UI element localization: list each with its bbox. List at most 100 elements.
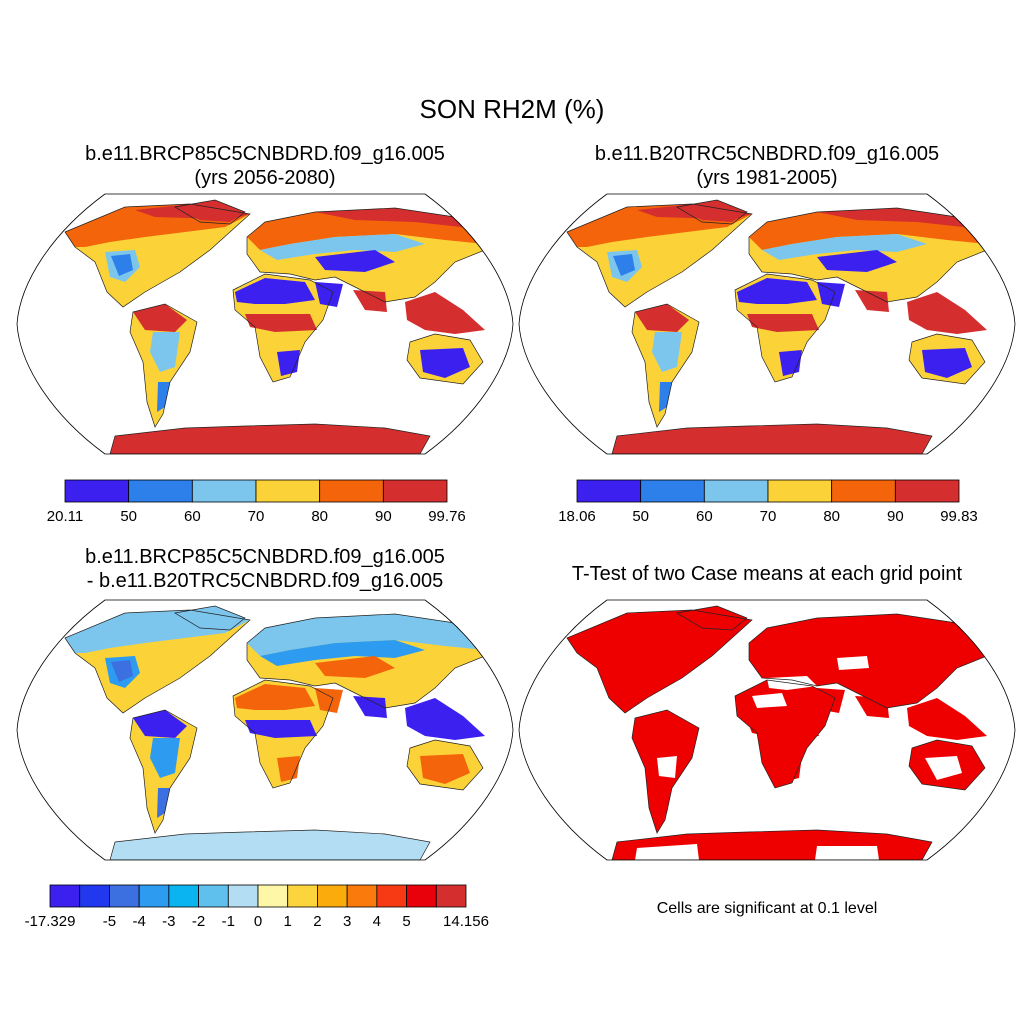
land-region-arctic — [315, 614, 500, 636]
non-significant-area — [752, 693, 787, 708]
colorbar-tick-label: 50 — [120, 508, 137, 525]
colorbar-swatch — [255, 479, 321, 503]
colorbar-tick-label: -2 — [192, 913, 205, 930]
coastline — [406, 333, 484, 385]
coastline — [129, 709, 198, 834]
land-region-tropics — [405, 292, 485, 334]
colorbar-swatch — [406, 884, 437, 908]
coastlines — [64, 199, 501, 454]
colorbar-tick-label: -3 — [162, 913, 175, 930]
colorbar-swatch — [191, 479, 257, 503]
land-region-arctic — [175, 606, 245, 628]
land-region-sahara — [235, 278, 315, 304]
panel-4-title: T-Test of two Case means at each grid po… — [522, 562, 1012, 586]
land-region-tropics — [245, 314, 317, 332]
colorbar-tick-label: 50 — [632, 508, 649, 525]
land-layer — [65, 606, 500, 860]
panel-1-map — [16, 193, 514, 455]
land-region-arctic — [315, 208, 500, 230]
land-region-blue — [111, 254, 133, 276]
land-region-light — [150, 332, 180, 372]
panel-2-title: b.e11.B20TRC5CNBDRD.f09_g16.005 (yrs 198… — [522, 142, 1012, 190]
coastline — [631, 303, 700, 428]
coastline — [174, 605, 246, 631]
colorbar-swatch — [346, 884, 378, 908]
coastline — [676, 605, 748, 631]
coastline — [734, 679, 836, 789]
coastline — [908, 333, 986, 385]
coastline — [64, 203, 251, 308]
colorbar-tick-label: 99.76 — [428, 508, 466, 525]
panel-2-title-line1: b.e11.B20TRC5CNBDRD.f09_g16.005 — [594, 143, 940, 165]
land-region-antarctica — [110, 830, 430, 860]
land-region-arctic — [817, 614, 1002, 636]
map-border — [16, 599, 514, 861]
coastline — [566, 609, 753, 714]
land-region-tropics — [245, 720, 317, 738]
land-region-tropics — [353, 696, 387, 718]
non-significant-area — [657, 756, 677, 778]
coastline — [748, 613, 1003, 709]
land-region-sahara — [420, 348, 470, 378]
land-region-sahara — [277, 350, 300, 376]
non-significant-area — [837, 656, 869, 670]
non-significant-area — [815, 846, 879, 860]
coastline — [109, 829, 431, 860]
land-region-blue — [111, 660, 133, 682]
land-region-tropics — [855, 290, 889, 312]
panel-4-map — [518, 599, 1016, 861]
land-region-light — [260, 640, 425, 666]
land-region-blue — [613, 254, 635, 276]
colorbar-swatch — [319, 479, 384, 503]
land-region-arctic — [677, 606, 747, 628]
land-region-arctic — [175, 200, 245, 222]
colorbar-tick-label: 2 — [313, 913, 321, 930]
land-region-blue — [659, 382, 672, 412]
colorbar-tick-label: 70 — [248, 508, 265, 525]
land-region-blue — [157, 788, 170, 818]
colorbar-tick-label: -17.329 — [25, 913, 76, 930]
colorbar-swatch — [138, 884, 170, 908]
land-region-tropics — [635, 304, 689, 332]
coastline — [109, 423, 431, 454]
land-region-tropics — [405, 698, 485, 740]
colorbar-swatch — [435, 884, 467, 908]
land-region-tropics — [747, 720, 819, 738]
non-significant-area — [925, 756, 962, 780]
panel-1-title-line2: (yrs 2056-2080) — [194, 167, 336, 189]
land-region-arctic — [817, 208, 1002, 230]
colorbar-tick-label: -4 — [132, 913, 145, 930]
colorbar-tick-label: 18.06 — [558, 508, 596, 525]
land-region-sahara — [817, 282, 845, 307]
colorbar-tick-label: 20.11 — [47, 508, 83, 525]
land-region-tropics — [133, 304, 187, 332]
land-region-sahara — [817, 688, 845, 713]
colorbar-swatch — [79, 884, 110, 908]
colorbar-swatch — [109, 884, 140, 908]
colorbar-tick-label: 80 — [823, 508, 840, 525]
coastline — [734, 273, 836, 383]
colorbar-swatch — [382, 479, 448, 503]
coastline — [129, 303, 198, 428]
panel-3-title: b.e11.BRCP85C5CNBDRD.f09_g16.005 - b.e11… — [20, 545, 510, 593]
colorbar-tick-label: -1 — [222, 913, 235, 930]
coastline — [611, 829, 933, 860]
colorbar-swatch — [894, 479, 960, 503]
colorbar-tick-label: 60 — [696, 508, 713, 525]
panel-1-colorbar: 20.11 50 60 70 80 90 99.76 — [47, 479, 466, 525]
colorbar-swatch — [640, 479, 705, 503]
panel-3-colorbar: -17.329 -5 -4 -3 -2 -1 0 1 2 3 4 5 14.156 — [25, 884, 489, 930]
land-region-tropics — [133, 710, 187, 738]
land-region-sahara — [235, 684, 315, 710]
map-border — [518, 193, 1016, 455]
colorbar-tick-label: 5 — [402, 913, 410, 930]
map-border — [16, 193, 514, 455]
coastline — [174, 199, 246, 225]
land-region-sahara — [817, 250, 897, 272]
land-region-arctic — [677, 200, 747, 222]
colorbar-swatch — [198, 884, 229, 908]
land-region-tropics — [907, 292, 987, 334]
colorbar-tick-label: 3 — [343, 913, 351, 930]
colorbar-swatch — [49, 884, 81, 908]
land-region-light — [652, 332, 682, 372]
